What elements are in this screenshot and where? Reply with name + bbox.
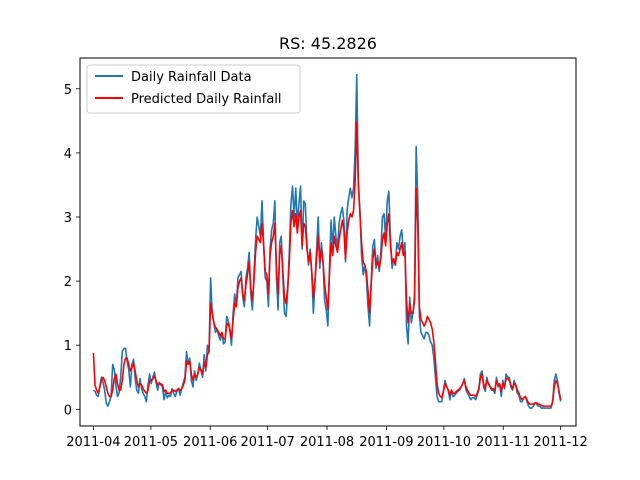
y-tick-label: 2: [64, 275, 72, 290]
chart-title: RS: 45.2826: [279, 34, 377, 53]
x-tick-label: 2011-07: [241, 435, 295, 450]
y-tick-label: 4: [64, 147, 72, 162]
legend: Daily Rainfall Data Predicted Daily Rain…: [86, 64, 301, 114]
y-tick-label: 0: [64, 403, 72, 418]
y-tick-label: 1: [64, 339, 72, 354]
series-line-1: [92, 121, 562, 407]
y-tick-label: 3: [64, 211, 72, 226]
legend-label-predicted-rainfall: Predicted Daily Rainfall: [131, 92, 282, 107]
y-axis: 0 1 2 3 4 5: [64, 83, 80, 418]
legend-box: [86, 64, 301, 114]
y-tick-label: 5: [64, 83, 72, 98]
plot-area: [80, 58, 576, 426]
x-tick-label: 2011-11: [476, 435, 530, 450]
legend-label-rainfall-data: Daily Rainfall Data: [131, 70, 252, 85]
series-layer: [92, 73, 562, 409]
x-tick-label: 2011-06: [183, 435, 237, 450]
x-tick-label: 2011-04: [66, 435, 120, 450]
x-tick-label: 2011-08: [300, 435, 354, 450]
x-axis: 2011-04 2011-05 2011-06 2011-07 2011-08 2011-…: [66, 426, 588, 450]
plot-frame: [79, 57, 577, 427]
x-tick-label: 2011-05: [124, 435, 178, 450]
x-tick-label: 2011-12: [534, 435, 588, 450]
x-tick-label: 2011-09: [359, 435, 413, 450]
x-tick-label: 2011-10: [417, 435, 471, 450]
